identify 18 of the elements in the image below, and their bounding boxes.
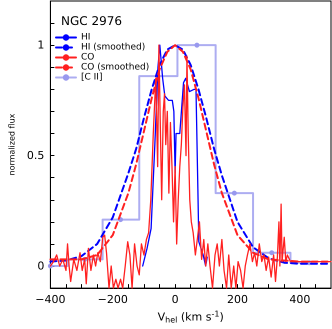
- x-tick-label: 200: [226, 293, 248, 306]
- legend-label: HI (smoothed): [81, 42, 146, 52]
- y-axis-title: normalized flux: [8, 113, 16, 176]
- y-tick-label: 1: [37, 38, 44, 52]
- x-tick-label: −200: [98, 293, 128, 306]
- point: [269, 250, 274, 256]
- x-tick-label: 400: [289, 293, 310, 306]
- legend-label: CO: [81, 52, 94, 62]
- text: NGC 2976: [61, 14, 122, 28]
- point: [232, 190, 237, 196]
- legend-label: [C II]: [81, 72, 102, 82]
- y-tick-label: 0.5: [26, 149, 44, 162]
- point: [194, 42, 200, 48]
- x-tick-label: 0: [172, 293, 179, 306]
- legend-label: HI: [81, 32, 90, 42]
- x-tick-label: −400: [35, 293, 66, 306]
- y-tick-label: 0: [37, 260, 44, 273]
- legend-label: CO (smoothed): [81, 62, 150, 72]
